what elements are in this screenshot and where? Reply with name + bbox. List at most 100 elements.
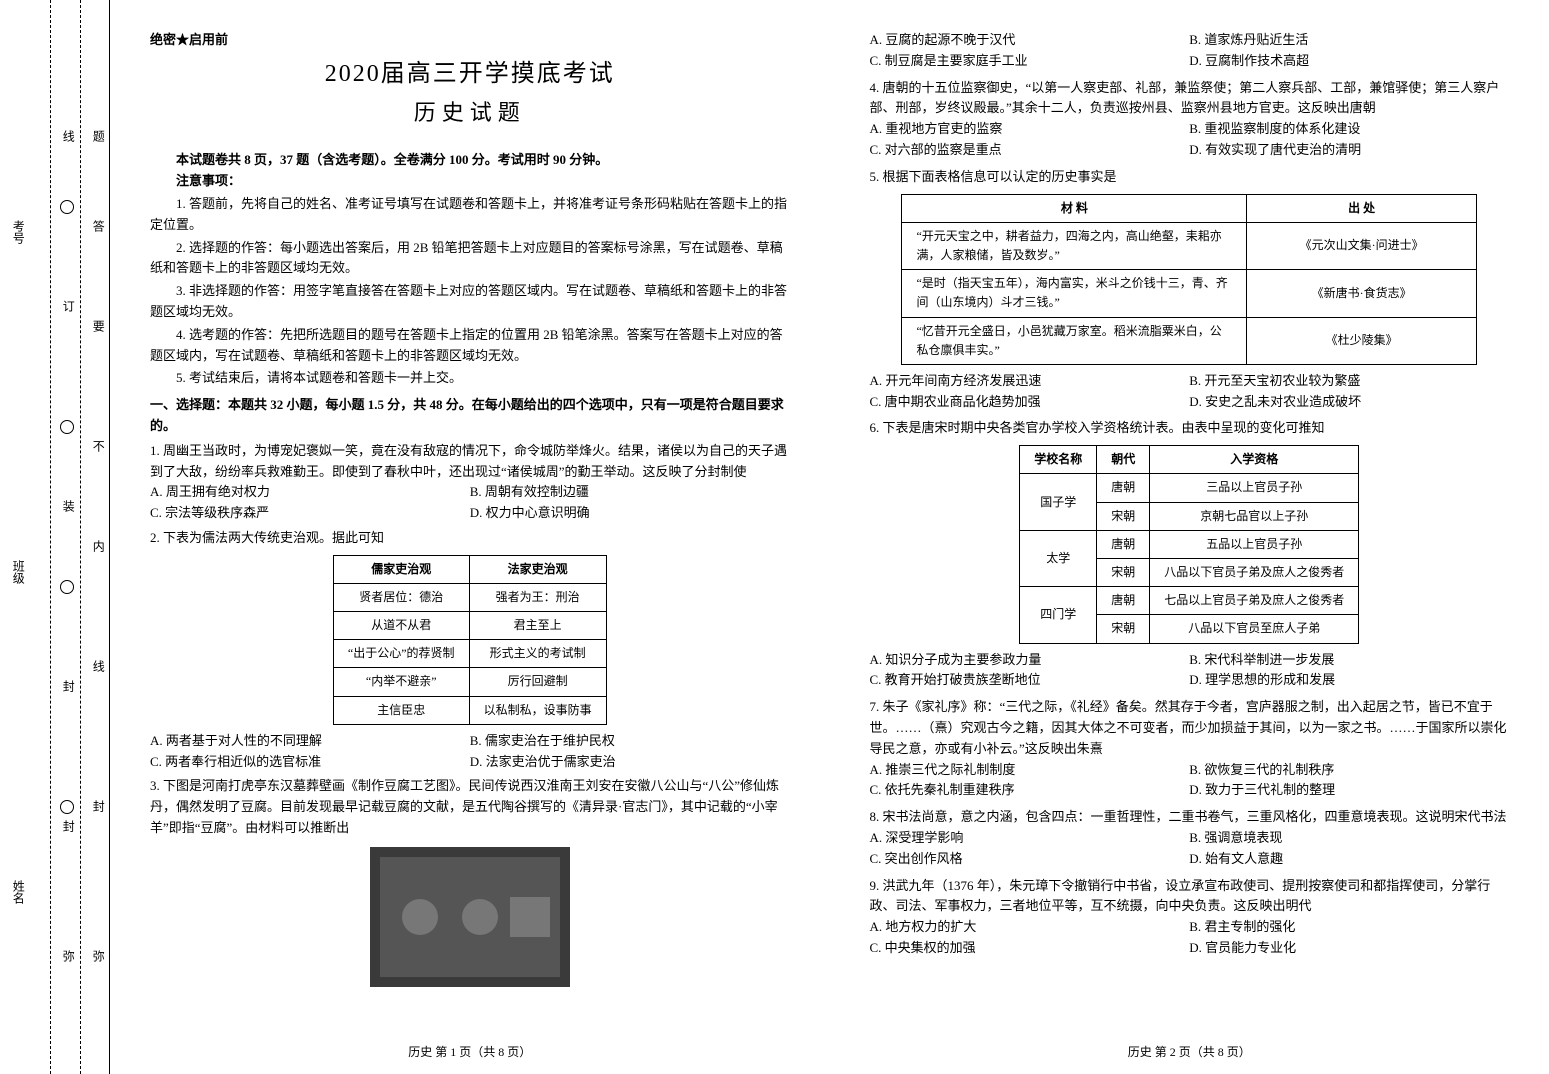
q3-opt-a: A. 豆腐的起源不晚于汉代 [870,30,1190,51]
q6-opt-c: C. 教育开始打破贵族垄断地位 [870,670,1190,691]
q6-th-1: 朝代 [1097,446,1150,474]
q9-opt-a: A. 地方权力的扩大 [870,917,1190,938]
q8-stem: 8. 宋书法尚意，意之内涵，包含四点：一重哲理性，二重书卷气，三重风格化，四重意… [870,807,1510,828]
q1-opt-a: A. 周王拥有绝对权力 [150,482,470,503]
table-cell: 四门学 [1020,587,1097,643]
q2-table: 儒家吏治观法家吏治观 贤者居位：德治强者为王：刑治 从道不从君君主至上 “出于公… [333,555,607,725]
table-cell: 宋朝 [1097,502,1150,530]
table-cell: 五品以上官员子孙 [1150,530,1359,558]
page-1-footer: 历史 第 1 页（共 8 页） [110,1043,830,1062]
q2-opt-b: B. 儒家吏治在于维护民权 [470,731,790,752]
table-cell: 唐朝 [1097,474,1150,502]
gutter-label-name: 姓名 [8,880,27,904]
question-1: 1. 周幽王当政时，为博宠妃褒姒一笑，竟在没有敌寇的情况下，命令城防举烽火。结果… [150,441,790,524]
q6-stem: 6. 下表是唐宋时期中央各类官办学校入学资格统计表。由表中呈现的变化可推知 [870,418,1510,439]
question-5: 5. 根据下面表格信息可以认定的历史事实是 材 料出 处 “开元天宝之中，耕者益… [870,167,1510,413]
table-cell: 太学 [1020,530,1097,586]
table-cell: “出于公心”的荐贤制 [333,640,469,668]
q4-opt-b: B. 重视监察制度的体系化建设 [1189,119,1509,140]
gutter-mid: 装 [58,500,77,512]
table-cell: 从道不从君 [333,612,469,640]
q8-opt-d: D. 始有文人意趣 [1189,849,1509,870]
table-cell: “内举不避亲” [333,668,469,696]
notice-2: 2. 选择题的作答：每小题选出答案后，用 2B 铅笔把答题卡上对应题目的答案标号… [150,238,790,280]
q5-stem: 5. 根据下面表格信息可以认定的历史事实是 [870,167,1510,188]
question-3: 3. 下图是河南打虎亭东汉墓葬壁画《制作豆腐工艺图》。民间传说西汉淮南王刘安在安… [150,776,790,986]
q9-opt-b: B. 君主专制的强化 [1189,917,1509,938]
q5-opt-b: B. 开元至天宝初农业较为繁盛 [1189,371,1509,392]
q5-table: 材 料出 处 “开元天宝之中，耕者益力，四海之内，高山绝壑，耒耜亦满，人家粮储，… [901,194,1477,365]
question-2: 2. 下表为儒法两大传统吏治观。据此可知 儒家吏治观法家吏治观 贤者居位：德治强… [150,528,790,773]
gutter-circle [60,200,74,214]
gutter-inner-label: 题 [88,130,107,142]
q2-stem: 2. 下表为儒法两大传统吏治观。据此可知 [150,528,790,549]
q7-opt-b: B. 欲恢复三代的礼制秩序 [1189,760,1509,781]
notice-title: 注意事项： [150,171,790,192]
page-1: 绝密★启用前 2020届高三开学摸底考试 历史试题 本试题卷共 8 页，37 题… [110,0,830,1074]
q8-opt-a: A. 深受理学影响 [870,828,1190,849]
table-cell: 八品以下官员子弟及庶人之俊秀者 [1150,559,1359,587]
q6-table: 学校名称 朝代 入学资格 国子学唐朝三品以上官员子孙 宋朝京朝七品官以上子孙 太… [1019,445,1359,643]
exam-title: 2020届高三开学摸底考试 [150,55,790,93]
gutter-inner-label: 答 [88,220,107,232]
gutter-mid: 封 [58,680,77,692]
gutter-inner-label: 弥 [88,950,107,962]
q3-stem: 3. 下图是河南打虎亭东汉墓葬壁画《制作豆腐工艺图》。民间传说西汉淮南王刘安在安… [150,776,790,838]
gutter-mid: 订 [58,300,77,312]
q2-th-1: 法家吏治观 [469,555,606,583]
q3-opt-d: D. 豆腐制作技术高超 [1189,51,1509,72]
gutter-mid: 线 [58,130,77,142]
gutter-label-class: 班级 [8,560,27,584]
q9-opt-c: C. 中央集权的加强 [870,938,1190,959]
table-cell: 主信臣忠 [333,696,469,724]
secret-label: 绝密★启用前 [150,30,790,51]
notice-3: 3. 非选择题的作答：用签字笔直接答在答题卡上对应的答题区域内。写在试题卷、草稿… [150,281,790,323]
q4-opt-c: C. 对六部的监察是重点 [870,140,1190,161]
q4-stem: 4. 唐朝的十五位监察御史，“以第一人察吏部、礼部，兼监祭使；第二人察兵部、工部… [870,78,1510,120]
q3-figure [370,847,570,987]
q1-opt-b: B. 周朝有效控制边疆 [470,482,790,503]
q1-stem: 1. 周幽王当政时，为博宠妃褒姒一笑，竟在没有敌寇的情况下，命令城防举烽火。结果… [150,441,790,483]
q5-th-1: 出 处 [1247,194,1477,222]
q5-opt-d: D. 安史之乱未对农业造成破坏 [1189,392,1509,413]
exam-sheet: 考号 班级 姓名 线 订 装 封 封 弥 题 答 要 不 内 线 封 弥 绝密★… [0,0,1549,1074]
question-7: 7. 朱子《家礼序》称：“三代之际，《礼经》备矣。然其存于今者，宫庐器服之制，出… [870,697,1510,801]
exam-subtitle: 历史试题 [150,95,790,130]
q5-opt-c: C. 唐中期农业商品化趋势加强 [870,392,1190,413]
q2-opt-a: A. 两者基于对人性的不同理解 [150,731,470,752]
binding-gutter: 考号 班级 姓名 线 订 装 封 封 弥 题 答 要 不 内 线 封 弥 [0,0,110,1074]
table-cell: 三品以上官员子孙 [1150,474,1359,502]
table-cell: 京朝七品官以上子孙 [1150,502,1359,530]
table-cell: “是时（指天宝五年），海内富实，米斗之价钱十三，青、齐间（山东境内）斗才三钱。” [902,270,1247,317]
gutter-circle [60,580,74,594]
table-cell: 唐朝 [1097,530,1150,558]
gutter-circle [60,800,74,814]
gutter-label-id: 考号 [8,220,27,244]
gutter-mid: 封 [58,820,77,832]
page-2-footer: 历史 第 2 页（共 8 页） [830,1043,1549,1062]
table-cell: 《杜少陵集》 [1247,317,1477,364]
q7-opt-d: D. 致力于三代礼制的整理 [1189,780,1509,801]
notice-1: 1. 答题前，先将自己的姓名、准考证号填写在试题卷和答题卡上，并将准考证号条形码… [150,194,790,236]
q4-opt-a: A. 重视地方官吏的监察 [870,119,1190,140]
q3-opt-b: B. 道家炼丹贴近生活 [1189,30,1509,51]
table-cell: 《新唐书·食货志》 [1247,270,1477,317]
question-4: 4. 唐朝的十五位监察御史，“以第一人察吏部、礼部，兼监祭使；第二人察兵部、工部… [870,78,1510,161]
question-6: 6. 下表是唐宋时期中央各类官办学校入学资格统计表。由表中呈现的变化可推知 学校… [870,418,1510,691]
q5-th-0: 材 料 [902,194,1247,222]
table-cell: 国子学 [1020,474,1097,530]
table-cell: “忆昔开元全盛日，小邑犹藏万家室。稻米流脂粟米白，公私仓廪俱丰实。” [902,317,1247,364]
q9-stem: 9. 洪武九年（1376 年），朱元璋下令撤销行中书省，设立承宣布政使司、提刑按… [870,876,1510,918]
table-cell: 君主至上 [469,612,606,640]
table-cell: 以私制私，设事防事 [469,696,606,724]
question-3-opts: A. 豆腐的起源不晚于汉代 B. 道家炼丹贴近生活 C. 制豆腐是主要家庭手工业… [870,30,1510,72]
table-cell: “开元天宝之中，耕者益力，四海之内，高山绝壑，耒耜亦满，人家粮储，皆及数岁。” [902,222,1247,269]
gutter-circle [60,420,74,434]
notice-4: 4. 选考题的作答：先把所选题目的题号在答题卡上指定的位置用 2B 铅笔涂黑。答… [150,325,790,367]
q6-opt-a: A. 知识分子成为主要参政力量 [870,650,1190,671]
q6-opt-b: B. 宋代科举制进一步发展 [1189,650,1509,671]
q2-th-0: 儒家吏治观 [333,555,469,583]
q7-stem: 7. 朱子《家礼序》称：“三代之际，《礼经》备矣。然其存于今者，宫庐器服之制，出… [870,697,1510,759]
table-cell: 厉行回避制 [469,668,606,696]
table-cell: 强者为王：刑治 [469,583,606,611]
